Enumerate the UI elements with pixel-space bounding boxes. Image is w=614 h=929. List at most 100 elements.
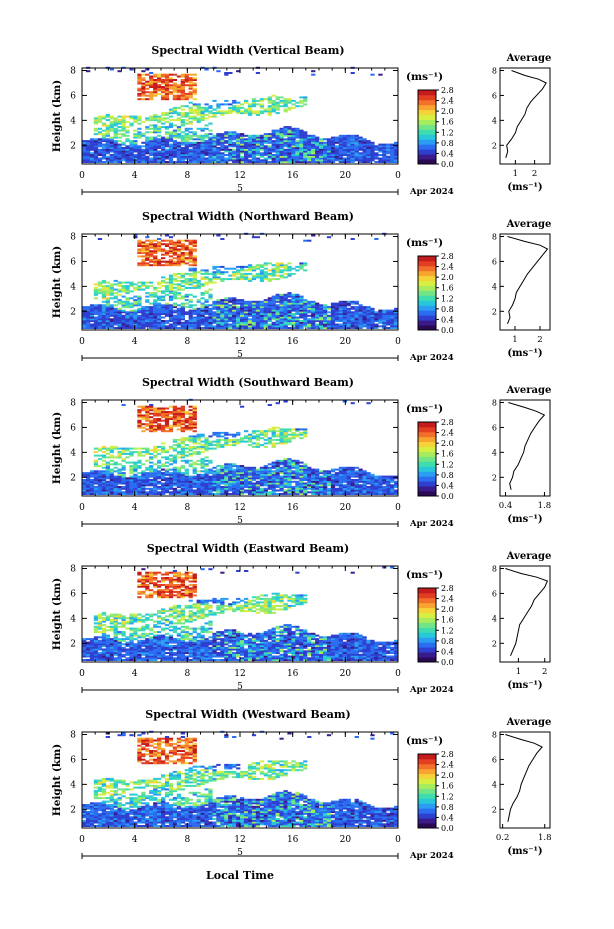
- heatmap-cell: [168, 91, 174, 94]
- heatmap-cell: [200, 145, 205, 148]
- heatmap-cell: [232, 143, 237, 146]
- heatmap-cell: [295, 155, 300, 158]
- heatmap-cell: [212, 482, 217, 485]
- heatmap-cell: [220, 489, 225, 492]
- heatmap-cell: [176, 486, 182, 488]
- heatmap-cell: [220, 479, 225, 481]
- heatmap-cell: [354, 147, 359, 149]
- heatmap-cell: [394, 314, 399, 317]
- heatmap-cell: [287, 145, 292, 148]
- heatmap-cell: [216, 157, 221, 160]
- heatmap-cell: [101, 318, 107, 321]
- heatmap-cell: [145, 286, 150, 289]
- heatmap-cell: [350, 307, 355, 310]
- heatmap-cell: [109, 124, 114, 127]
- heatmap-cell: [267, 480, 272, 483]
- heatmap-cell: [366, 155, 371, 158]
- heatmap-cell: [164, 253, 170, 256]
- heatmap-cell: [228, 318, 233, 321]
- heatmap-cell: [224, 465, 229, 468]
- heatmap-cell: [330, 145, 336, 148]
- heatmap-cell: [216, 278, 221, 281]
- heatmap-cell: [141, 454, 146, 457]
- heatmap-cell: [82, 309, 87, 312]
- heatmap-cell: [267, 486, 272, 488]
- heatmap-cell: [86, 147, 91, 149]
- heatmap-cell: [157, 286, 162, 289]
- heatmap-cell: [362, 316, 367, 319]
- heatmap-cell: [188, 428, 193, 431]
- heatmap-cell: [176, 318, 182, 321]
- heatmap-cell: [228, 486, 233, 488]
- heatmap-cell: [279, 154, 284, 156]
- heatmap-cell: [153, 80, 158, 83]
- heatmap-cell: [93, 140, 99, 143]
- heatmap-cell: [121, 152, 126, 155]
- heatmap-cell: [192, 119, 197, 122]
- heatmap-cells: [82, 398, 399, 495]
- heatmap-cell: [172, 438, 177, 441]
- heatmap-cell: [101, 115, 107, 118]
- heatmap-cell: [275, 475, 280, 478]
- heatmap-cell: [394, 318, 399, 321]
- heatmap-cell: [326, 145, 332, 148]
- heatmap-cell: [180, 438, 185, 441]
- heatmap-cell: [299, 143, 304, 146]
- heatmap-cell: [271, 145, 276, 148]
- heatmap-cell: [164, 414, 170, 417]
- heatmap-cell: [224, 484, 229, 487]
- heatmap-cell: [93, 290, 99, 293]
- heatmap-cell: [200, 127, 205, 130]
- heatmap-cell: [212, 493, 217, 495]
- heatmap-cell: [338, 157, 343, 160]
- heatmap-cell: [251, 321, 257, 324]
- heatmap-cell: [247, 147, 253, 149]
- heatmap-cell: [113, 300, 118, 303]
- heatmap-cell: [212, 433, 217, 436]
- heatmap-cell: [192, 239, 197, 242]
- heatmap-cell: [168, 473, 174, 476]
- heatmap-cell: [117, 129, 122, 132]
- heatmap-cell: [157, 452, 162, 455]
- heatmap-cell: [354, 300, 359, 303]
- heatmap-cell: [224, 73, 229, 76]
- heatmap-cell: [168, 86, 174, 88]
- heatmap-cell: [244, 484, 249, 487]
- heatmap-cell: [133, 327, 138, 329]
- heatmap-cell: [283, 154, 288, 156]
- heatmap-cell: [267, 309, 272, 312]
- heatmap-cell: [145, 157, 150, 160]
- heatmap-cell: [153, 157, 158, 160]
- heatmap-cell: [390, 161, 395, 163]
- heatmap-cell: [291, 106, 296, 109]
- heatmap-cell: [334, 323, 340, 326]
- heatmap-cell: [247, 491, 253, 494]
- heatmap-cell: [394, 313, 399, 315]
- heatmap-cell: [137, 489, 142, 492]
- heatmap-cell: [192, 141, 197, 144]
- heatmap-cell: [283, 138, 288, 141]
- colorbar-segment: [418, 90, 436, 96]
- heatmap-cell: [86, 309, 91, 312]
- heatmap-cell: [228, 472, 233, 475]
- heatmap-cell: [149, 405, 154, 408]
- heatmap-cell: [82, 479, 87, 481]
- heatmap-cell: [101, 316, 107, 319]
- heatmap-cell: [129, 489, 134, 492]
- heatmap-cell: [275, 430, 280, 433]
- heatmap-cell: [164, 113, 170, 116]
- heatmap-cell: [164, 155, 170, 158]
- heatmap-cell: [283, 126, 288, 129]
- heatmap-cell: [168, 148, 174, 151]
- heatmap-cell: [232, 435, 237, 438]
- heatmap-cell: [236, 161, 241, 163]
- heatmap-cell: [172, 472, 177, 475]
- heatmap-cell: [188, 248, 193, 251]
- heatmap-cell: [244, 108, 249, 111]
- heatmap-cell: [168, 295, 174, 298]
- heatmap-cell: [366, 327, 371, 329]
- heatmap-cell: [350, 314, 355, 317]
- heatmap-cell: [168, 288, 174, 291]
- heatmap-cell: [370, 154, 375, 156]
- heatmap-cell: [251, 306, 257, 309]
